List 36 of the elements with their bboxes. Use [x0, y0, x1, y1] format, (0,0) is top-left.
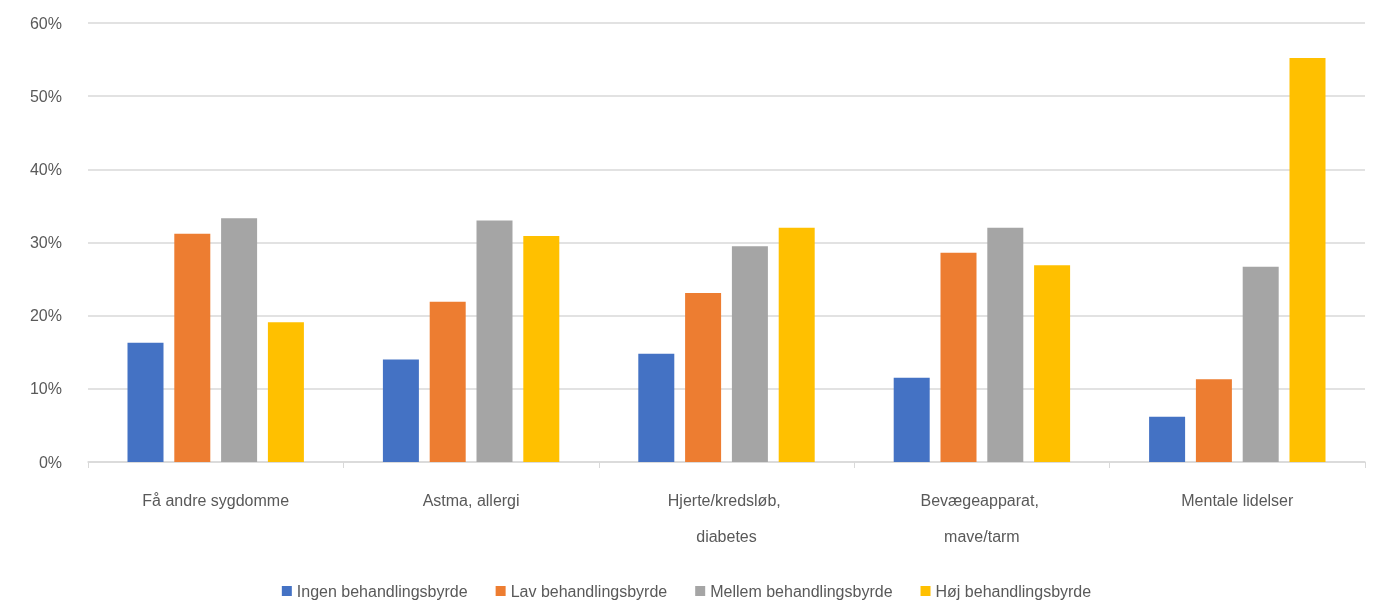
y-tick-label: 20% — [29, 307, 62, 325]
legend-label: Høj behandlingsbyrde — [935, 582, 1092, 600]
bar — [731, 246, 768, 462]
bar — [987, 227, 1024, 462]
legend-label: Ingen behandlingsbyrde — [296, 582, 468, 600]
bar — [1242, 266, 1279, 462]
bar — [1195, 379, 1232, 462]
x-tick-label: Hjerte/kredsløb, diabetes — [667, 491, 786, 545]
legend-label: Mellem behandlingsbyrde — [710, 582, 893, 600]
y-tick-label: 60% — [29, 14, 62, 32]
x-tick-label: Astma, allergi — [422, 491, 520, 509]
y-tick-label: 10% — [29, 380, 62, 398]
bar — [174, 233, 211, 462]
y-tick-label: 30% — [29, 234, 62, 251]
x-tick-label: Bevægeapparat, mave/tarm — [920, 491, 1044, 545]
bar — [267, 322, 304, 462]
x-tick-label: Mentale lidelser — [1181, 491, 1294, 509]
bar — [638, 353, 675, 462]
bar — [476, 220, 513, 462]
bar — [1149, 416, 1186, 462]
bar — [221, 218, 258, 462]
bar — [893, 377, 930, 462]
bar — [685, 292, 722, 462]
bar — [523, 235, 560, 462]
bar — [1034, 265, 1071, 462]
bar — [382, 359, 419, 462]
y-tick-label: 0% — [38, 453, 62, 471]
bar — [1289, 58, 1326, 462]
legend-label: Lav behandlingsbyrde — [510, 582, 668, 600]
bar — [778, 227, 815, 462]
y-tick-label: 50% — [29, 87, 62, 105]
x-tick-label: Få andre sygdomme — [142, 491, 290, 509]
bar — [127, 342, 164, 462]
bar — [940, 252, 977, 462]
y-tick-label: 40% — [29, 160, 62, 178]
bar — [429, 301, 466, 462]
